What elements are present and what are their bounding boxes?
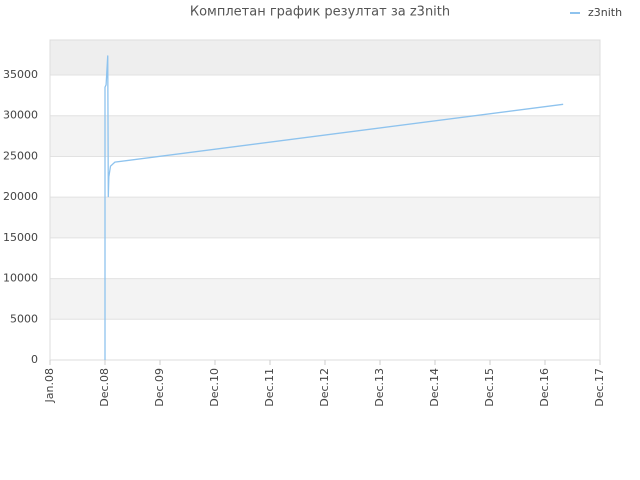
y-tick-label: 5000 xyxy=(10,312,38,325)
y-tick-label: 20000 xyxy=(3,190,38,203)
plot-band xyxy=(50,40,600,76)
x-tick-label: Dec.08 xyxy=(98,368,111,407)
y-tick-label: 25000 xyxy=(3,149,38,162)
x-tick-label: Dec.09 xyxy=(153,368,166,407)
y-tick-label: 15000 xyxy=(3,231,38,244)
x-tick-label: Dec.10 xyxy=(208,368,221,407)
x-tick-label: Dec.14 xyxy=(428,368,441,407)
plot-band xyxy=(50,75,600,116)
x-tick-label: Dec.16 xyxy=(538,368,551,407)
plot-band xyxy=(50,197,600,238)
y-tick-label: 0 xyxy=(31,353,38,366)
plot-band xyxy=(50,237,600,279)
x-tick-label: Dec.13 xyxy=(373,368,386,407)
x-tick-label: Dec.15 xyxy=(483,368,496,407)
plot-band xyxy=(50,156,600,198)
series-line xyxy=(104,55,564,360)
y-tick-label: 10000 xyxy=(3,272,38,285)
x-tick-label: Jan.08 xyxy=(43,368,56,403)
plot-band xyxy=(50,319,600,360)
chart-title: Комплетан график резултат за z3nith xyxy=(190,5,450,20)
x-tick-label: Dec.12 xyxy=(318,368,331,407)
legend-label: z3nith xyxy=(588,6,622,19)
x-tick-label: Dec.11 xyxy=(263,368,276,407)
x-tick-label: Dec.17 xyxy=(593,368,606,407)
plot-band xyxy=(50,115,600,157)
y-tick-label: 35000 xyxy=(3,68,38,81)
plot-band xyxy=(50,278,600,320)
y-tick-label: 30000 xyxy=(3,109,38,122)
